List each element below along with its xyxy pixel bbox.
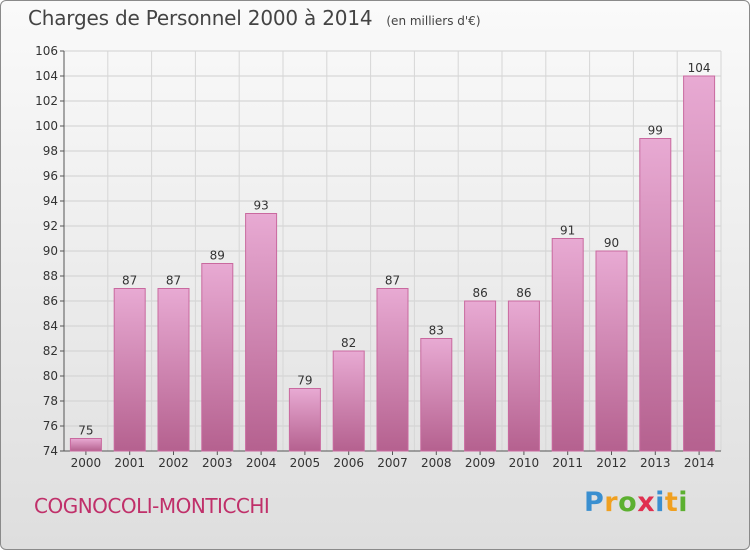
- x-tick-label: 2007: [377, 456, 408, 470]
- data-label: 86: [516, 286, 531, 300]
- y-tick-label: 92: [43, 219, 58, 233]
- y-tick-label: 100: [35, 119, 58, 133]
- y-tick-label: 74: [43, 444, 58, 458]
- bar-2005: [288, 388, 321, 452]
- y-tick-label: 88: [43, 269, 58, 283]
- y-tick-label: 84: [43, 319, 58, 333]
- y-tick-label: 82: [43, 344, 58, 358]
- logo-letter: t: [664, 487, 679, 518]
- bar-2004: [245, 213, 278, 452]
- data-label: 99: [648, 124, 663, 138]
- logo-letter: i: [678, 487, 689, 518]
- x-tick-label: 2014: [684, 456, 715, 470]
- commune-name: COGNOCOLI-MONTICCHI: [34, 494, 270, 518]
- x-tick-label: 2004: [246, 456, 277, 470]
- y-tick-label: 76: [43, 419, 58, 433]
- data-label: 82: [341, 336, 356, 350]
- data-label: 87: [385, 274, 400, 288]
- bar-2006: [332, 350, 365, 452]
- data-label: 93: [253, 199, 268, 213]
- bar-2008: [420, 338, 453, 452]
- data-label: 75: [78, 424, 93, 438]
- y-tick-label: 104: [35, 69, 58, 83]
- data-label: 104: [688, 61, 711, 75]
- y-tick-label: 106: [35, 44, 58, 58]
- logo-letter: P: [584, 487, 605, 518]
- x-tick-label: 2000: [71, 456, 102, 470]
- bar-2002: [157, 288, 190, 452]
- y-tick-label: 80: [43, 369, 58, 383]
- data-label: 90: [604, 236, 619, 250]
- bar-2003: [201, 263, 234, 452]
- bar-2012: [595, 250, 628, 452]
- y-tick-label: 78: [43, 394, 58, 408]
- x-tick-label: 2013: [640, 456, 671, 470]
- y-tick-label: 102: [35, 94, 58, 108]
- y-tick-label: 86: [43, 294, 58, 308]
- x-tick-label: 2011: [552, 456, 583, 470]
- bar-2010: [507, 300, 540, 452]
- data-label: 86: [472, 286, 487, 300]
- bar-2013: [639, 138, 672, 452]
- logo-letter: r: [604, 487, 619, 518]
- bars: [69, 75, 716, 452]
- data-label: 91: [560, 224, 575, 238]
- y-tick-label: 98: [43, 144, 58, 158]
- bar-2001: [113, 288, 146, 452]
- x-tick-label: 2010: [509, 456, 540, 470]
- proxiti-logo: Proxiti: [584, 487, 688, 518]
- data-label: 87: [122, 274, 137, 288]
- bar-2011: [551, 238, 584, 452]
- unit-note: (en milliers d'€): [386, 14, 481, 28]
- x-tick-label: 2008: [421, 456, 452, 470]
- x-tick-label: 2012: [596, 456, 627, 470]
- x-tick-label: 2006: [333, 456, 364, 470]
- bar-2000: [69, 438, 102, 452]
- data-label: 83: [429, 324, 444, 338]
- logo-letter: x: [637, 487, 656, 518]
- data-label: 79: [297, 374, 312, 388]
- data-labels: 75 87 87 89 93 79 82 87 83 86 86 91 90 99 104: [78, 61, 710, 438]
- logo-letter: o: [618, 487, 638, 518]
- chart-title: Charges de Personnel 2000 à 2014 (en mill…: [28, 6, 481, 30]
- x-tick-label: 2009: [465, 456, 496, 470]
- y-tick-label: 96: [43, 169, 58, 183]
- bar-2014: [683, 75, 716, 452]
- x-tick-label: 2005: [290, 456, 321, 470]
- title-text: Charges de Personnel 2000 à 2014: [28, 6, 373, 30]
- bar-2007: [376, 288, 409, 452]
- y-tick-label: 94: [43, 194, 58, 208]
- x-tick-label: 2001: [114, 456, 145, 470]
- logo-letter: i: [655, 487, 665, 518]
- data-label: 89: [210, 249, 225, 263]
- bar-2009: [464, 300, 497, 452]
- x-tick-label: 2002: [158, 456, 189, 470]
- data-label: 87: [166, 274, 181, 288]
- y-tick-label: 90: [43, 244, 58, 258]
- x-tick-label: 2003: [202, 456, 233, 470]
